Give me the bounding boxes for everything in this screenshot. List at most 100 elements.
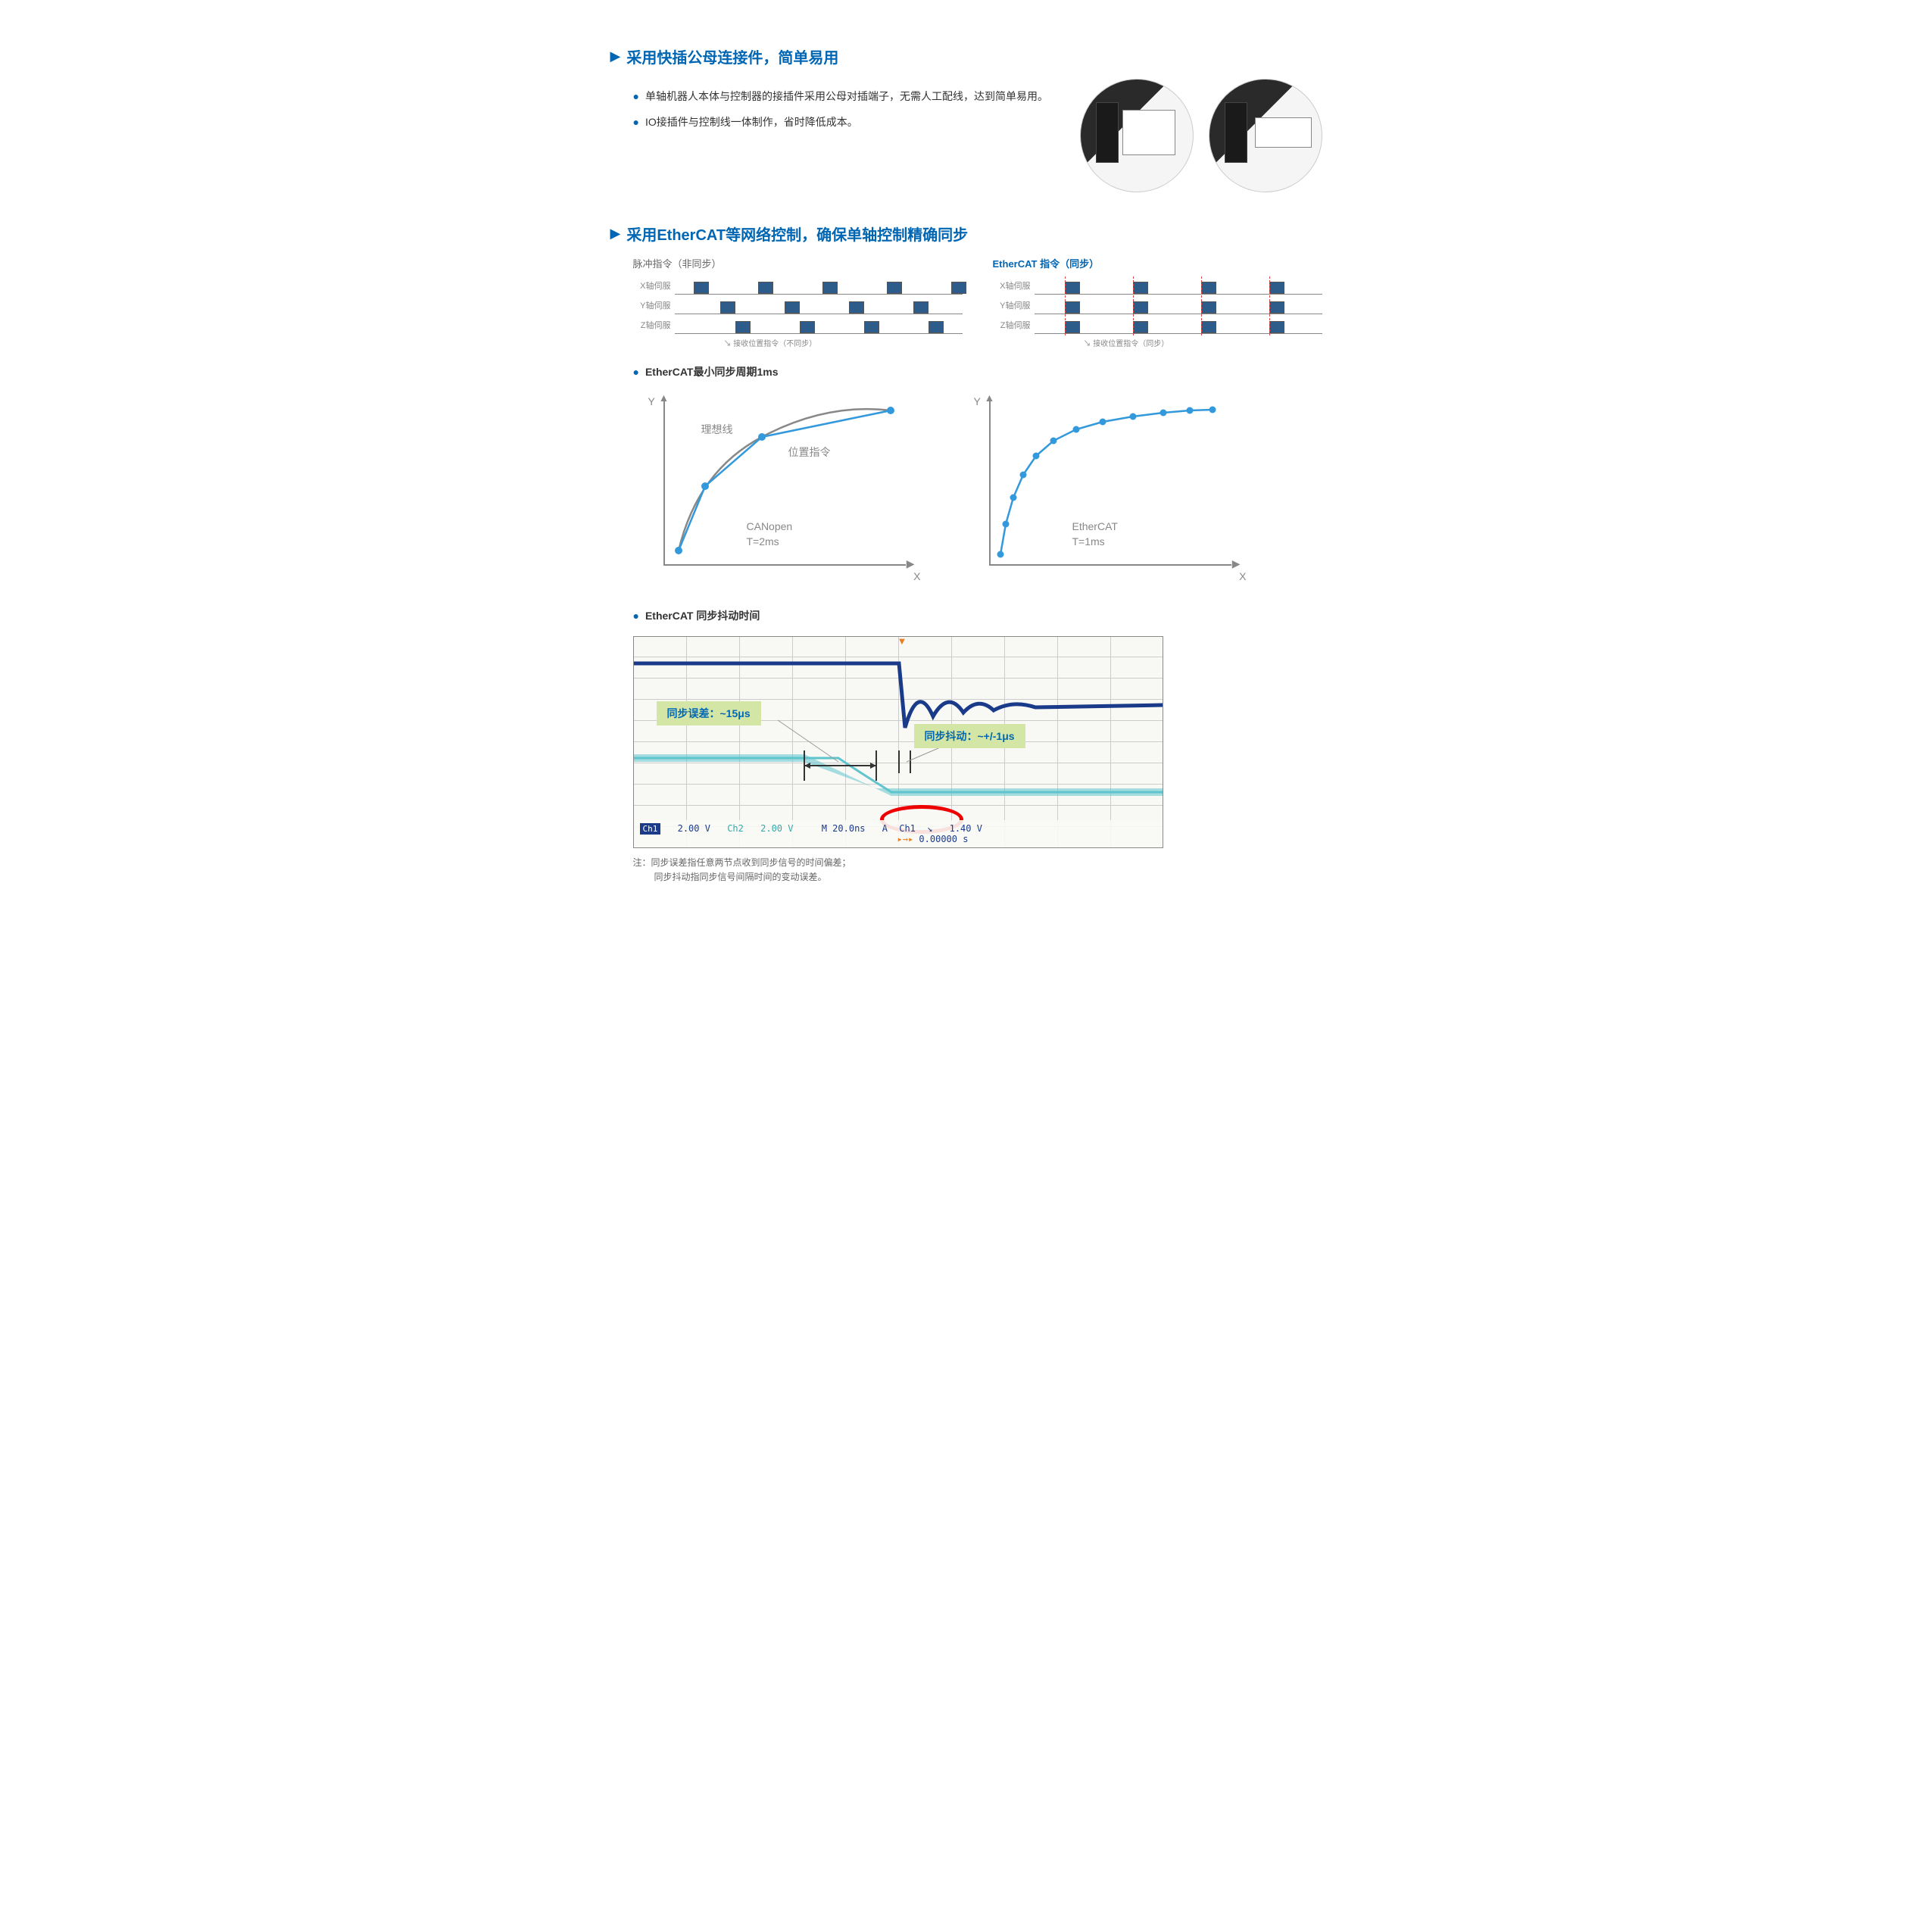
y-axis-label: Y — [648, 395, 655, 407]
pulse-box — [1269, 321, 1284, 333]
timing-async: 脉冲指令（非同步） X轴伺服Y轴伺服Z轴伺服 ↘ 接收位置指令（不同步） — [633, 256, 963, 348]
section1-text: ● 单轴机器人本体与控制器的接插件采用公母对插端子，无需人工配线，达到简单易用。… — [610, 79, 1080, 192]
bullet-item: ● IO接插件与控制线一体制作，省时降低成本。 — [633, 114, 1080, 130]
x-axis-label: X — [913, 570, 920, 582]
axis-name: Z轴伺服 — [633, 319, 675, 331]
timing-row: Y轴伺服 — [633, 296, 963, 314]
pulse-box — [1065, 282, 1080, 294]
bullet-icon: ● — [633, 607, 639, 624]
ideal-label: 理想线 — [701, 422, 733, 437]
x-axis-label: X — [1239, 570, 1246, 582]
timing-async-caption: ↘ 接收位置指令（不同步） — [724, 337, 963, 348]
axis-name: X轴伺服 — [993, 279, 1035, 292]
pulse-line — [1035, 276, 1322, 295]
pulse-box — [785, 301, 800, 314]
connector-image-1 — [1080, 79, 1194, 192]
pulse-box — [887, 282, 902, 294]
chart-ethercat: Y ▲ EtherCAT T=1ms ▶ X — [959, 392, 1247, 588]
section2-header: ▶ 采用EtherCAT等网络控制，确保单轴控制精确同步 — [610, 223, 1322, 245]
timing-sync-caption: ↘ 接收位置指令（同步） — [1084, 337, 1322, 348]
timing-row: X轴伺服 — [993, 276, 1322, 295]
pulse-box — [849, 301, 864, 314]
protocol-label: EtherCAT — [1072, 520, 1118, 532]
bullet-item: ● 单轴机器人本体与控制器的接插件采用公母对插端子，无需人工配线，达到简单易用。 — [633, 88, 1080, 105]
ch1b-label: Ch1 — [899, 823, 916, 834]
pulse-box — [1201, 301, 1216, 314]
time-marker-icon: ▸→▸ — [897, 834, 914, 844]
axis-name: Z轴伺服 — [993, 319, 1035, 331]
pulse-box — [1201, 282, 1216, 294]
axis-name: Y轴伺服 — [633, 299, 675, 311]
sync-line — [1201, 276, 1202, 335]
sync-line — [1133, 276, 1134, 335]
pulse-box — [1133, 282, 1148, 294]
ch1b-voltage: 1.40 V — [950, 823, 982, 834]
sub2-header: ● EtherCAT 同步抖动时间 — [633, 607, 1322, 624]
footnote-line2: 同步抖动指同步信号间隔时间的变动误差。 — [654, 872, 827, 882]
time-value: 0.00000 s — [919, 834, 968, 844]
charts-row: Y ▲ 理想线 位置指令 CANopen T=2ms ▶ X Y ▲ Ether… — [633, 392, 1322, 588]
pulse-line — [675, 316, 963, 334]
pulse-box — [1269, 301, 1284, 314]
timing-row: Z轴伺服 — [993, 316, 1322, 334]
protocol-label: CANopen — [747, 520, 793, 532]
oscilloscope-view: ▼ 同步误差：~15μs 同步抖动：~+/-1μs Ch1 2.00 V Ch2 — [633, 636, 1163, 848]
section2-title: 采用EtherCAT等网络控制，确保单轴控制精确同步 — [626, 223, 968, 245]
timing-sync-label: EtherCAT 指令（同步） — [993, 256, 1322, 270]
bullet-text: IO接插件与控制线一体制作，省时降低成本。 — [645, 114, 858, 130]
pulse-box — [929, 321, 944, 333]
pulse-box — [694, 282, 709, 294]
chart-curve — [663, 399, 906, 566]
pulse-line — [675, 276, 963, 295]
pulse-box — [1133, 321, 1148, 333]
pulse-box — [720, 301, 735, 314]
cmd-label: 位置指令 — [788, 445, 831, 460]
sub2-title: EtherCAT 同步抖动时间 — [645, 607, 760, 624]
pulse-box — [1269, 282, 1284, 294]
sub1-title: EtherCAT最小同步周期1ms — [645, 363, 779, 380]
section1-title: 采用快插公母连接件，简单易用 — [626, 45, 838, 67]
sync-line — [1269, 276, 1270, 335]
chart-curve — [989, 399, 1231, 566]
section1-header: ▶ 采用快插公母连接件，简单易用 — [610, 45, 1322, 67]
pulse-box — [1133, 301, 1148, 314]
pulse-box — [951, 282, 966, 294]
a-label: A — [882, 823, 888, 834]
bullet-icon: ● — [633, 88, 639, 105]
footnote-line1: 注：同步误差指任意两节点收到同步信号的时间偏差； — [633, 857, 851, 868]
chart-canopen: Y ▲ 理想线 位置指令 CANopen T=2ms ▶ X — [633, 392, 921, 588]
timebase: M 20.0ns — [822, 823, 866, 834]
pulse-box — [735, 321, 751, 333]
pulse-box — [1201, 321, 1216, 333]
pulse-line — [1035, 296, 1322, 314]
axis-name: X轴伺服 — [633, 279, 675, 292]
arrow-right-icon: ▶ — [907, 557, 915, 570]
ch2-voltage: 2.00 V — [760, 823, 793, 834]
sync-line — [1065, 276, 1066, 335]
edge-icon: ↘ — [927, 823, 932, 834]
pulse-line — [675, 296, 963, 314]
scope-readout: Ch1 2.00 V Ch2 2.00 V M 20.0ns A Ch1 ↘ 1… — [634, 820, 1163, 847]
timing-row: X轴伺服 — [633, 276, 963, 295]
timing-diagrams: 脉冲指令（非同步） X轴伺服Y轴伺服Z轴伺服 ↘ 接收位置指令（不同步） Eth… — [633, 256, 1322, 348]
scope-container: ▼ 同步误差：~15μs 同步抖动：~+/-1μs Ch1 2.00 V Ch2 — [633, 636, 1163, 848]
pulse-box — [800, 321, 815, 333]
connector-image-2 — [1209, 79, 1322, 192]
period-label: T=2ms — [747, 535, 779, 548]
sync-error-annotation: 同步误差：~15μs — [657, 701, 761, 725]
section1-content: ● 单轴机器人本体与控制器的接插件采用公母对插端子，无需人工配线，达到简单易用。… — [610, 79, 1322, 192]
pulse-box — [822, 282, 838, 294]
ch1-voltage: 2.00 V — [678, 823, 710, 834]
bullet-icon: ● — [633, 114, 639, 130]
pulse-box — [758, 282, 773, 294]
pulse-box — [864, 321, 879, 333]
ch1-badge: Ch1 — [640, 823, 661, 835]
footnote: 注：同步误差指任意两节点收到同步信号的时间偏差； 同步抖动指同步信号间隔时间的变… — [633, 856, 1322, 885]
timing-row: Z轴伺服 — [633, 316, 963, 334]
pulse-box — [1065, 301, 1080, 314]
bullet-icon: ● — [633, 363, 639, 380]
triangle-icon: ▶ — [610, 226, 621, 242]
pulse-box — [1065, 321, 1080, 333]
y-axis-label: Y — [974, 395, 981, 407]
ch2-label: Ch2 — [727, 823, 744, 834]
